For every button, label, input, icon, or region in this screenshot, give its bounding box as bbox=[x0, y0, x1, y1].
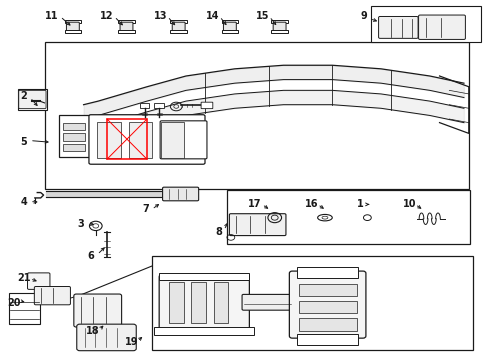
FancyBboxPatch shape bbox=[160, 121, 206, 159]
Bar bbox=[64, 21, 81, 23]
Text: 20: 20 bbox=[8, 298, 21, 308]
Bar bbox=[62, 134, 84, 140]
FancyBboxPatch shape bbox=[162, 187, 198, 201]
Bar bbox=[299, 318, 356, 330]
FancyBboxPatch shape bbox=[59, 116, 91, 157]
FancyBboxPatch shape bbox=[74, 294, 122, 327]
FancyBboxPatch shape bbox=[120, 22, 133, 32]
Text: 11: 11 bbox=[45, 12, 59, 22]
FancyBboxPatch shape bbox=[378, 17, 417, 39]
Text: 2: 2 bbox=[20, 91, 27, 101]
Bar bbox=[154, 103, 163, 108]
FancyBboxPatch shape bbox=[159, 275, 249, 330]
FancyBboxPatch shape bbox=[242, 294, 292, 310]
Text: 3: 3 bbox=[78, 219, 84, 229]
FancyBboxPatch shape bbox=[19, 90, 46, 109]
FancyBboxPatch shape bbox=[66, 22, 79, 32]
Bar bbox=[271, 30, 287, 33]
Text: 5: 5 bbox=[20, 138, 27, 147]
Bar bbox=[297, 334, 357, 345]
Text: 16: 16 bbox=[305, 199, 318, 210]
Ellipse shape bbox=[322, 216, 327, 219]
FancyBboxPatch shape bbox=[77, 324, 136, 351]
FancyBboxPatch shape bbox=[27, 273, 50, 289]
Text: 6: 6 bbox=[87, 251, 94, 261]
Bar bbox=[118, 21, 134, 23]
Bar bbox=[107, 119, 147, 159]
Bar bbox=[297, 267, 357, 278]
Text: 15: 15 bbox=[256, 12, 269, 22]
Text: 17: 17 bbox=[247, 199, 261, 210]
FancyBboxPatch shape bbox=[201, 102, 212, 109]
Bar bbox=[170, 30, 186, 33]
Bar bbox=[271, 21, 287, 23]
Bar bbox=[168, 282, 183, 323]
Text: 18: 18 bbox=[85, 325, 99, 336]
Text: 19: 19 bbox=[124, 337, 138, 347]
Bar bbox=[370, 6, 480, 42]
Bar bbox=[213, 282, 228, 323]
Bar bbox=[227, 190, 469, 244]
Bar bbox=[159, 273, 249, 280]
Text: 7: 7 bbox=[142, 204, 149, 215]
Bar bbox=[221, 21, 238, 23]
FancyBboxPatch shape bbox=[89, 115, 204, 164]
Text: 1: 1 bbox=[356, 199, 363, 210]
Text: 4: 4 bbox=[20, 197, 27, 207]
Bar bbox=[140, 103, 149, 108]
Bar bbox=[221, 30, 238, 33]
FancyBboxPatch shape bbox=[223, 22, 236, 32]
Bar bbox=[129, 122, 152, 158]
Bar bbox=[191, 282, 205, 323]
FancyBboxPatch shape bbox=[34, 287, 70, 305]
Bar bbox=[64, 30, 81, 33]
Bar bbox=[152, 256, 472, 350]
Bar bbox=[62, 123, 84, 130]
FancyBboxPatch shape bbox=[273, 22, 285, 32]
FancyBboxPatch shape bbox=[229, 214, 285, 235]
FancyBboxPatch shape bbox=[172, 22, 185, 32]
FancyBboxPatch shape bbox=[289, 271, 365, 338]
Ellipse shape bbox=[317, 215, 331, 221]
Bar bbox=[97, 122, 121, 158]
Text: 21: 21 bbox=[17, 273, 31, 283]
Bar bbox=[9, 293, 40, 324]
Text: 9: 9 bbox=[360, 12, 366, 22]
Bar bbox=[170, 21, 186, 23]
Text: 14: 14 bbox=[205, 12, 219, 22]
Bar bbox=[299, 301, 356, 314]
FancyBboxPatch shape bbox=[418, 15, 465, 40]
Bar bbox=[154, 327, 254, 335]
Text: 13: 13 bbox=[154, 12, 167, 22]
Text: 8: 8 bbox=[215, 227, 222, 237]
Bar bbox=[18, 89, 47, 110]
Bar bbox=[160, 122, 183, 158]
Bar bbox=[299, 284, 356, 296]
Text: 12: 12 bbox=[100, 12, 114, 22]
Bar bbox=[118, 30, 134, 33]
Text: 10: 10 bbox=[402, 199, 415, 210]
Bar bbox=[44, 42, 468, 189]
Bar bbox=[62, 144, 84, 151]
